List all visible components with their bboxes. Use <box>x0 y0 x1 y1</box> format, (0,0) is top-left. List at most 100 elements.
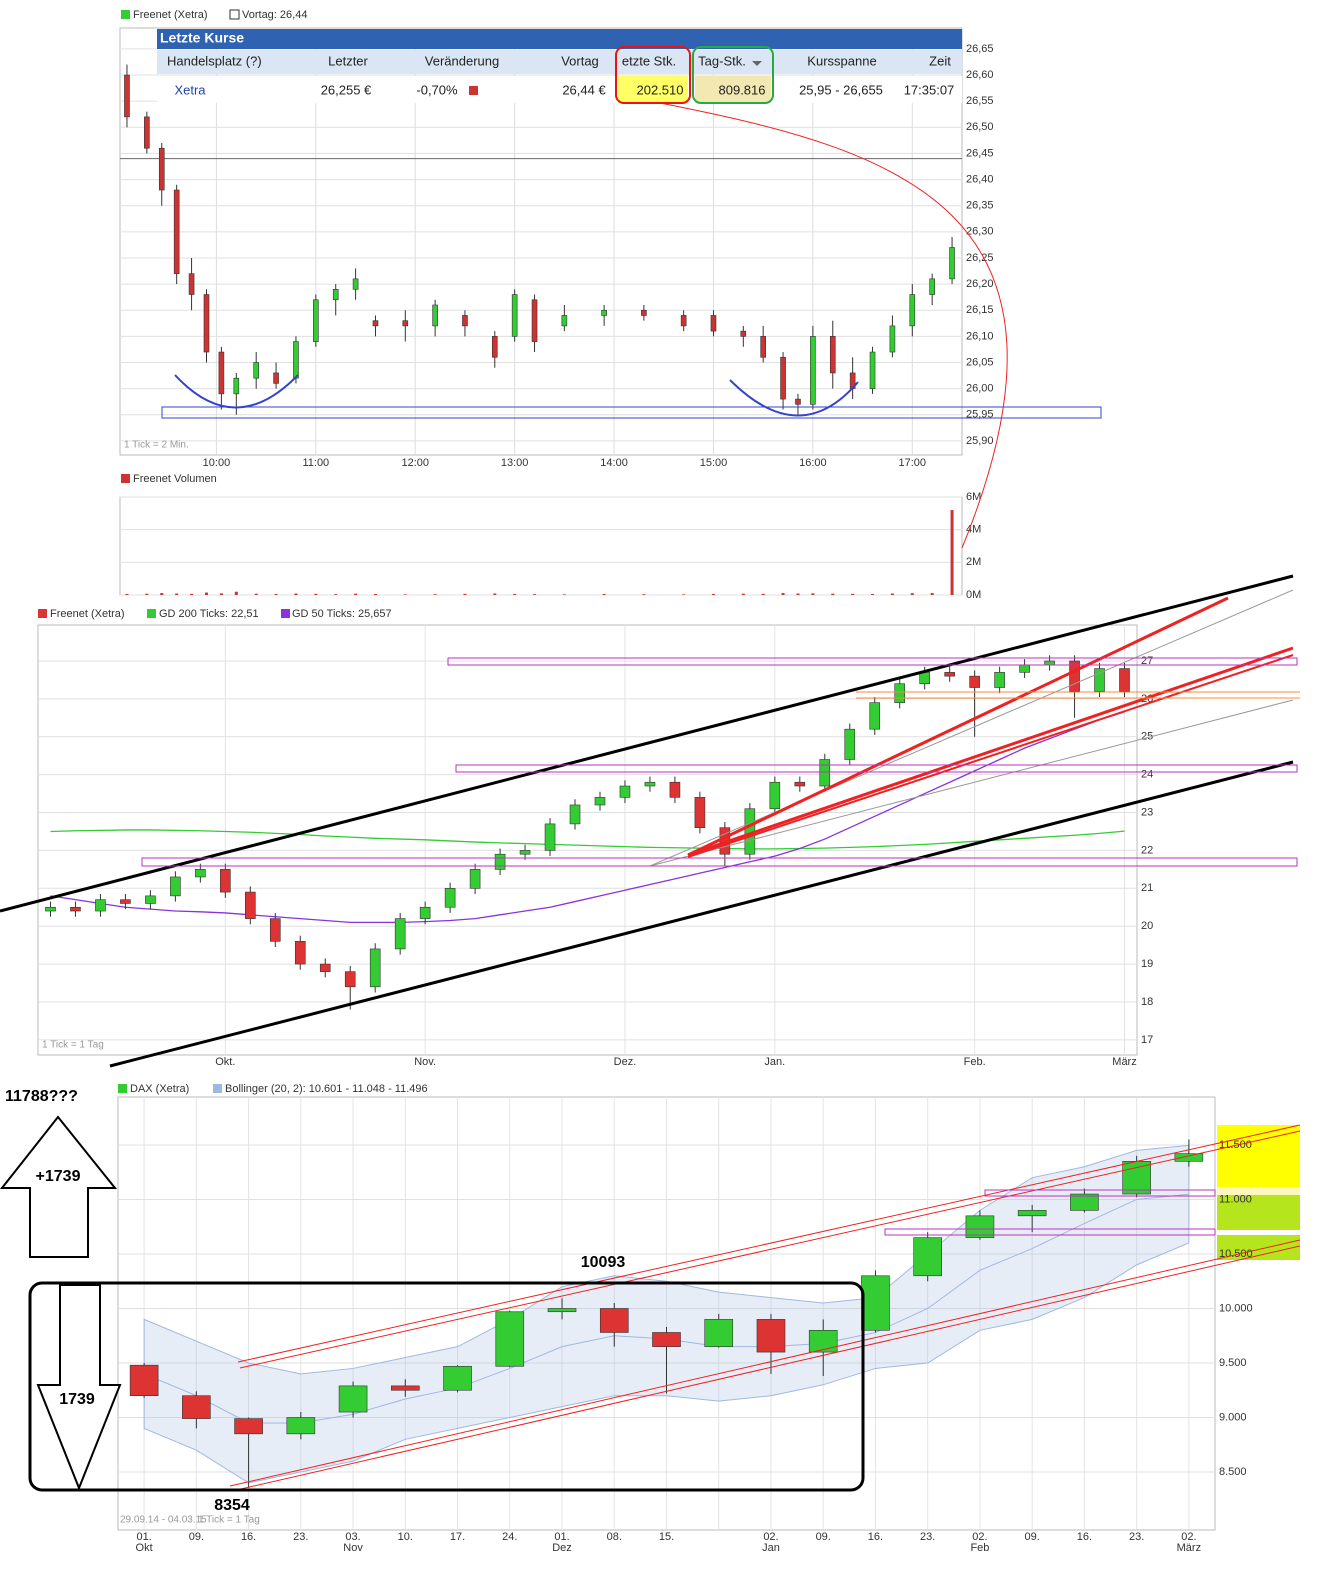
candle-body <box>369 948 381 988</box>
bar <box>219 593 223 595</box>
column-header[interactable]: Veränderung <box>425 53 499 68</box>
bar <box>851 593 855 595</box>
column-header[interactable]: Kursspanne <box>807 53 876 68</box>
bar <box>463 593 467 595</box>
candle-body <box>644 781 656 787</box>
cell: 26,255 € <box>321 82 372 97</box>
x-tick-label: Okt. <box>215 1056 235 1068</box>
bar <box>533 594 537 595</box>
trend-line <box>231 1245 1301 1492</box>
candle-body <box>1070 1193 1099 1211</box>
candle-body <box>218 351 225 395</box>
cell: 202.510 <box>637 82 684 97</box>
y-tick-label: 25,90 <box>966 435 994 447</box>
bar <box>910 593 914 595</box>
bar <box>562 594 566 595</box>
change-icon <box>469 86 478 95</box>
candle-body <box>1069 660 1080 692</box>
column-header[interactable]: Letzter <box>328 53 368 68</box>
column-header[interactable]: etzte Stk. <box>622 53 676 68</box>
x-tick-label: 01. Okt <box>136 1531 153 1554</box>
candle-body <box>269 918 281 942</box>
range-frame <box>28 1281 865 1492</box>
column-header[interactable]: Tag-Stk. <box>698 53 746 68</box>
candle-body <box>293 341 299 379</box>
connector <box>659 102 1008 549</box>
column-header[interactable]: Handelsplatz (?) <box>167 53 262 68</box>
candle-body <box>70 906 81 912</box>
x-tick-label: 09. <box>1025 1531 1040 1543</box>
candle-body <box>253 362 259 379</box>
y-tick-label: 26,35 <box>966 200 994 212</box>
x-tick-label: 16. <box>868 1531 883 1543</box>
column-header[interactable]: Zeit <box>929 53 951 68</box>
y-tick-label: 21 <box>1141 882 1153 894</box>
y-tick-label: 26,65 <box>966 43 994 55</box>
candle-body <box>599 1308 629 1333</box>
candle-body <box>710 315 717 332</box>
bar <box>373 594 377 595</box>
annotation: 8354 <box>214 1497 250 1514</box>
candle-body <box>1017 1210 1047 1217</box>
x-tick-label: 16. <box>1077 1531 1092 1543</box>
down-arrow <box>36 1284 122 1491</box>
y-tick-label: 2M <box>966 556 981 568</box>
x-tick-label: 16. <box>241 1531 256 1543</box>
bar <box>642 594 646 595</box>
candle-body <box>391 1385 420 1391</box>
cell[interactable]: Xetra <box>174 82 206 97</box>
candle-body <box>969 675 980 688</box>
zone <box>1217 1195 1300 1230</box>
candle-body <box>641 309 647 316</box>
candle-body <box>1174 1153 1204 1162</box>
candle-body <box>170 876 181 897</box>
x-tick-label: 24. <box>502 1531 517 1543</box>
candle-body <box>994 672 1005 688</box>
x-tick-label: 09. <box>816 1531 831 1543</box>
bar <box>741 593 745 595</box>
y-tick-label: 18 <box>1141 996 1153 1008</box>
trend-line <box>687 596 1229 857</box>
plot-frame <box>119 496 963 596</box>
table-title: Letzte Kurse <box>160 30 244 46</box>
candle-body <box>680 315 687 327</box>
bar <box>711 594 715 595</box>
bar <box>175 593 179 595</box>
candle-body <box>273 372 279 384</box>
legend-swatch <box>121 474 130 483</box>
bar <box>493 593 497 595</box>
x-tick-label: 01. Dez <box>552 1531 572 1554</box>
candle-body <box>495 1311 525 1367</box>
zone <box>1217 1125 1300 1187</box>
candle-body <box>372 320 379 327</box>
range-box <box>884 1228 1216 1236</box>
y-tick-label: 10.000 <box>1219 1302 1253 1314</box>
y-tick-label: 9.500 <box>1219 1357 1247 1369</box>
legend-swatch <box>118 1084 127 1093</box>
legend-label: Freenet (Xetra) <box>133 9 208 21</box>
bar <box>145 593 149 595</box>
candle-body <box>145 895 156 904</box>
legend-swatch <box>281 609 290 618</box>
legend-label: Vortag: 26,44 <box>242 9 307 21</box>
candle-body <box>234 1418 263 1435</box>
candle-body <box>756 1319 786 1353</box>
plot-frame <box>37 624 1138 1056</box>
candle-body <box>531 299 538 342</box>
x-tick-label: 17:00 <box>899 457 927 469</box>
trend-line <box>649 699 1294 867</box>
legend-label: GD 200 Ticks: 22,51 <box>159 608 259 620</box>
bar <box>761 593 765 595</box>
bar <box>513 594 517 595</box>
candle-body <box>443 1365 472 1391</box>
legend-label: GD 50 Ticks: 25,657 <box>292 608 392 620</box>
x-tick-label: Jan. <box>764 1056 785 1068</box>
x-tick-label: 13:00 <box>501 457 529 469</box>
column-header[interactable]: Vortag <box>561 53 599 68</box>
candle-body <box>569 804 581 825</box>
candle-body <box>462 315 468 327</box>
candle-body <box>894 683 906 703</box>
bar <box>254 593 258 595</box>
sort-icon[interactable] <box>752 61 762 66</box>
candle-body <box>601 309 607 316</box>
